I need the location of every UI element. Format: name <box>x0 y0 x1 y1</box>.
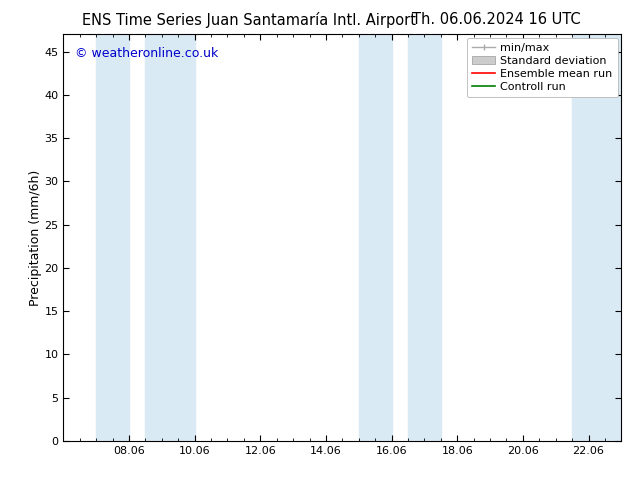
Legend: min/max, Standard deviation, Ensemble mean run, Controll run: min/max, Standard deviation, Ensemble me… <box>467 38 618 97</box>
Text: © weatheronline.co.uk: © weatheronline.co.uk <box>75 47 218 59</box>
Text: Th. 06.06.2024 16 UTC: Th. 06.06.2024 16 UTC <box>412 12 581 27</box>
Y-axis label: Precipitation (mm/6h): Precipitation (mm/6h) <box>29 170 42 306</box>
Bar <box>572 34 621 441</box>
Bar <box>359 34 392 441</box>
Text: ENS Time Series Juan Santamaría Intl. Airport: ENS Time Series Juan Santamaría Intl. Ai… <box>82 12 417 28</box>
Bar <box>408 34 441 441</box>
Bar <box>96 34 129 441</box>
Bar <box>145 34 195 441</box>
